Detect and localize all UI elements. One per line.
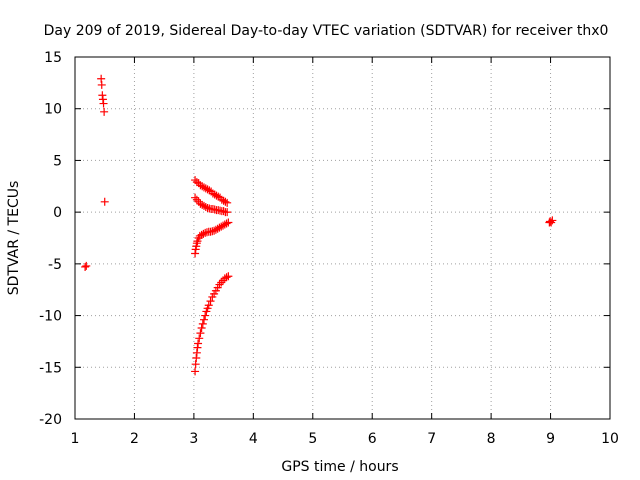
gridlines [75,57,610,419]
axis-ticks [74,56,611,420]
x-tick-label: 8 [487,431,496,447]
data-point [223,198,232,207]
data-points [81,74,557,376]
data-point [201,202,210,211]
data-point [223,208,232,217]
plot-frame [74,56,611,420]
data-point [100,197,109,206]
x-tick-label: 1 [71,431,80,447]
y-tick-label: -5 [48,257,62,273]
y-tick-label: 0 [53,205,62,221]
data-point [221,197,230,206]
data-point [195,334,204,343]
y-tick-label: 5 [53,153,62,169]
data-point [199,315,208,324]
y-tick-label: 10 [44,102,62,118]
y-tick-label: -15 [39,360,62,376]
y-tick-labels: -20 -15 -10 -5 0 5 10 15 [39,50,62,428]
data-point [194,339,203,348]
x-tick-label: 3 [189,431,198,447]
x-tick-label: 10 [601,431,619,447]
data-point [100,107,109,116]
data-point [222,219,231,228]
data-point [199,229,208,238]
data-point [204,301,213,310]
data-point [99,99,108,108]
data-point [81,262,90,271]
y-tick-label: -20 [39,412,62,428]
x-axis-label: GPS time / hours [281,459,398,475]
data-point [82,261,91,270]
chart-title: Day 209 of 2019, Sidereal Day-to-day VTE… [44,23,609,39]
x-tick-label: 4 [249,431,258,447]
x-tick-label: 2 [130,431,139,447]
data-point [224,272,233,281]
x-tick-labels: 1 2 3 4 5 6 7 8 9 10 [71,431,619,447]
data-point [191,193,200,202]
x-tick-label: 9 [546,431,555,447]
data-point [224,218,233,227]
data-point [206,297,215,306]
data-point [217,278,226,287]
data-point [197,323,206,332]
data-point [219,207,228,216]
data-point [222,273,231,282]
x-tick-label: 6 [368,431,377,447]
data-point [192,195,201,204]
y-axis-label: SDTVAR / TECUs [6,181,22,296]
x-tick-label: 7 [427,431,436,447]
data-point [547,218,556,227]
y-tick-label: 15 [44,50,62,66]
data-point [220,274,229,283]
data-point [191,367,200,376]
data-point [548,216,557,225]
data-point [212,191,221,200]
y-tick-label: -10 [39,309,62,325]
data-point [196,329,205,338]
data-point [198,319,207,328]
x-tick-label: 5 [308,431,317,447]
data-point [201,311,210,320]
data-point [97,80,106,89]
